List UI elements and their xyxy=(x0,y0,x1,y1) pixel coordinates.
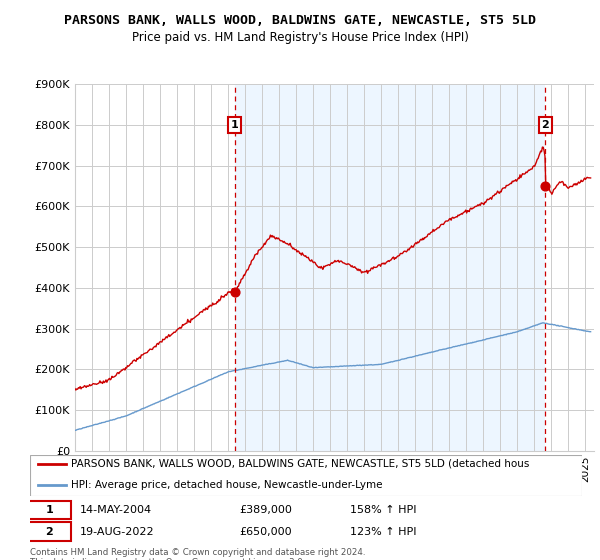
Text: 123% ↑ HPI: 123% ↑ HPI xyxy=(350,526,416,536)
Text: Price paid vs. HM Land Registry's House Price Index (HPI): Price paid vs. HM Land Registry's House … xyxy=(131,31,469,44)
Point xyxy=(541,181,550,190)
Bar xyxy=(235,84,545,451)
Text: 1: 1 xyxy=(46,505,53,515)
FancyBboxPatch shape xyxy=(30,455,582,496)
FancyBboxPatch shape xyxy=(27,522,71,541)
Text: 19-AUG-2022: 19-AUG-2022 xyxy=(80,526,154,536)
Text: 2: 2 xyxy=(541,120,549,130)
Text: £650,000: £650,000 xyxy=(240,526,292,536)
Text: PARSONS BANK, WALLS WOOD, BALDWINS GATE, NEWCASTLE, ST5 5LD: PARSONS BANK, WALLS WOOD, BALDWINS GATE,… xyxy=(64,14,536,27)
Text: HPI: Average price, detached house, Newcastle-under-Lyme: HPI: Average price, detached house, Newc… xyxy=(71,480,383,491)
Text: 2: 2 xyxy=(46,526,53,536)
Text: Contains HM Land Registry data © Crown copyright and database right 2024.
This d: Contains HM Land Registry data © Crown c… xyxy=(30,548,365,560)
Text: PARSONS BANK, WALLS WOOD, BALDWINS GATE, NEWCASTLE, ST5 5LD (detached hous: PARSONS BANK, WALLS WOOD, BALDWINS GATE,… xyxy=(71,459,530,469)
Text: 14-MAY-2004: 14-MAY-2004 xyxy=(80,505,152,515)
Text: £389,000: £389,000 xyxy=(240,505,293,515)
Text: 1: 1 xyxy=(231,120,238,130)
FancyBboxPatch shape xyxy=(27,501,71,519)
Point xyxy=(230,288,239,297)
Text: 158% ↑ HPI: 158% ↑ HPI xyxy=(350,505,416,515)
